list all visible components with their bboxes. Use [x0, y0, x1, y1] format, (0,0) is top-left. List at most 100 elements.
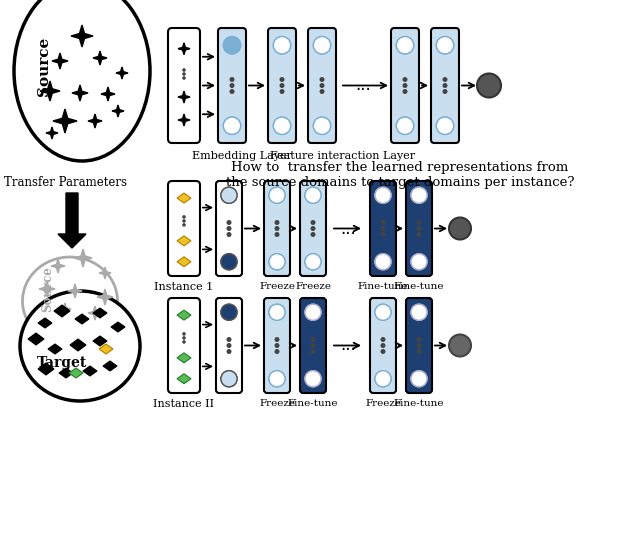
Circle shape — [417, 343, 422, 348]
Circle shape — [310, 232, 316, 237]
Circle shape — [417, 226, 422, 231]
Text: Freeze: Freeze — [295, 282, 331, 291]
Circle shape — [449, 334, 471, 357]
Polygon shape — [97, 289, 113, 305]
Polygon shape — [93, 51, 107, 65]
Circle shape — [477, 74, 501, 97]
Circle shape — [314, 37, 331, 54]
Circle shape — [280, 89, 285, 94]
Ellipse shape — [14, 0, 150, 161]
Polygon shape — [112, 105, 124, 117]
Text: Fine-tune: Fine-tune — [394, 282, 444, 291]
Circle shape — [396, 37, 413, 54]
Circle shape — [221, 187, 237, 203]
FancyBboxPatch shape — [391, 28, 419, 143]
FancyBboxPatch shape — [168, 298, 200, 393]
Polygon shape — [38, 318, 52, 328]
Polygon shape — [46, 127, 58, 139]
Circle shape — [273, 37, 291, 54]
Text: Freeze: Freeze — [365, 399, 401, 408]
Circle shape — [305, 187, 321, 203]
Polygon shape — [68, 284, 82, 298]
Circle shape — [319, 89, 324, 94]
Circle shape — [310, 226, 316, 231]
Polygon shape — [51, 259, 65, 273]
Circle shape — [381, 337, 385, 342]
Polygon shape — [59, 368, 73, 378]
Polygon shape — [99, 344, 113, 354]
Circle shape — [269, 187, 285, 203]
Polygon shape — [48, 344, 62, 354]
Circle shape — [269, 187, 285, 203]
FancyBboxPatch shape — [370, 181, 396, 276]
Circle shape — [436, 37, 454, 54]
Circle shape — [305, 304, 321, 320]
Circle shape — [273, 117, 291, 134]
Circle shape — [411, 304, 427, 320]
Polygon shape — [40, 81, 60, 101]
Circle shape — [223, 37, 241, 54]
Text: Fine-tune: Fine-tune — [358, 282, 408, 291]
Circle shape — [396, 117, 413, 134]
Polygon shape — [178, 114, 190, 126]
Circle shape — [269, 371, 285, 387]
Text: Fine-tune: Fine-tune — [394, 399, 444, 408]
Text: Feature interaction Layer: Feature interaction Layer — [271, 151, 415, 161]
Circle shape — [417, 232, 422, 237]
FancyBboxPatch shape — [300, 181, 326, 276]
Circle shape — [417, 349, 422, 354]
Circle shape — [230, 89, 234, 94]
Circle shape — [230, 77, 234, 82]
Circle shape — [417, 220, 422, 225]
Circle shape — [375, 254, 391, 270]
Text: Instance II: Instance II — [154, 399, 214, 409]
Circle shape — [381, 232, 385, 237]
Text: ...: ... — [340, 337, 356, 354]
Circle shape — [436, 117, 454, 134]
Circle shape — [221, 254, 237, 270]
Polygon shape — [178, 91, 190, 103]
Text: Source: Source — [37, 36, 51, 96]
Circle shape — [221, 304, 237, 320]
Circle shape — [182, 219, 186, 223]
Circle shape — [411, 187, 427, 203]
Circle shape — [442, 89, 447, 94]
FancyBboxPatch shape — [216, 181, 242, 276]
Circle shape — [182, 76, 186, 80]
Circle shape — [305, 371, 321, 387]
Polygon shape — [59, 303, 71, 315]
Text: Instance 1: Instance 1 — [154, 282, 214, 292]
FancyBboxPatch shape — [168, 181, 200, 276]
Circle shape — [269, 254, 285, 270]
FancyBboxPatch shape — [431, 28, 459, 143]
Circle shape — [273, 37, 291, 54]
Polygon shape — [177, 257, 191, 267]
Circle shape — [411, 371, 427, 387]
Circle shape — [221, 304, 237, 320]
Circle shape — [442, 77, 447, 82]
Circle shape — [221, 371, 237, 387]
Polygon shape — [88, 306, 102, 320]
Circle shape — [381, 226, 385, 231]
Circle shape — [182, 68, 186, 72]
Polygon shape — [53, 109, 77, 133]
Circle shape — [310, 343, 316, 348]
Circle shape — [396, 117, 413, 134]
Polygon shape — [54, 305, 70, 317]
FancyBboxPatch shape — [218, 28, 246, 143]
Circle shape — [319, 83, 324, 88]
Circle shape — [310, 349, 316, 354]
Circle shape — [280, 83, 285, 88]
Circle shape — [305, 254, 321, 270]
Circle shape — [227, 343, 232, 348]
Circle shape — [223, 117, 241, 134]
Circle shape — [275, 220, 280, 225]
Circle shape — [227, 220, 232, 225]
Polygon shape — [177, 310, 191, 320]
Text: Fine-tune: Fine-tune — [288, 399, 339, 408]
Polygon shape — [177, 374, 191, 384]
Circle shape — [223, 37, 241, 54]
Polygon shape — [177, 353, 191, 363]
Text: Embedding Layer: Embedding Layer — [192, 151, 292, 161]
Polygon shape — [52, 53, 68, 69]
